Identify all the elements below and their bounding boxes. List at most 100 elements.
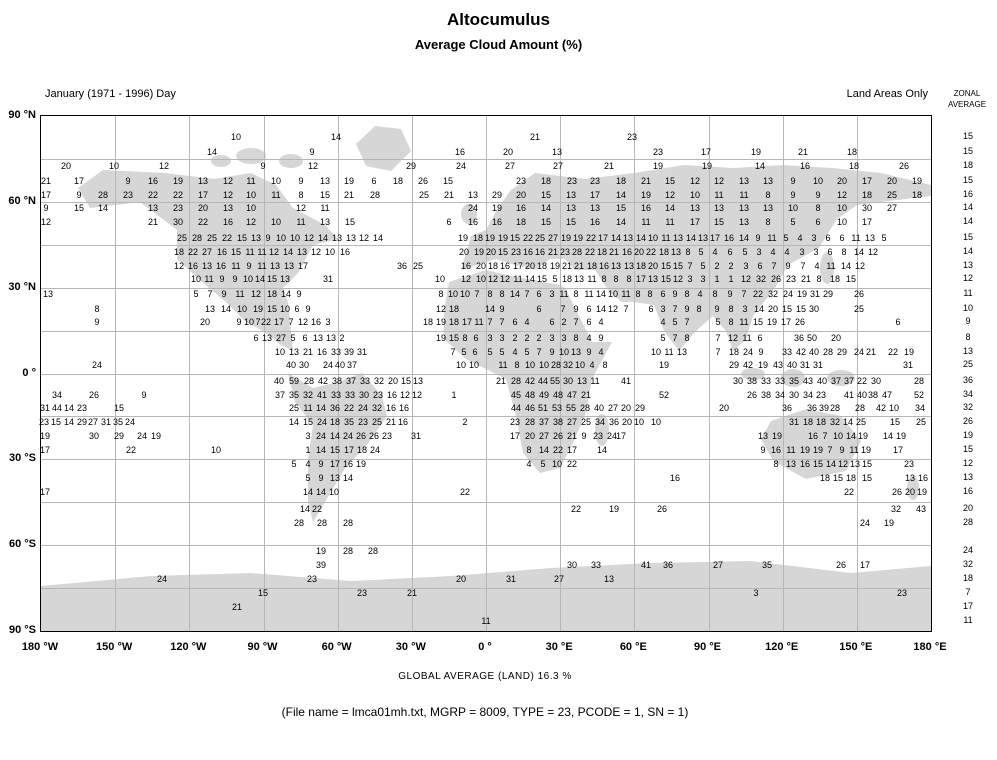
map-value: 15 bbox=[845, 274, 857, 284]
map-value: 33 bbox=[344, 390, 356, 400]
map-value: 13 bbox=[412, 376, 424, 386]
map-value: 15 bbox=[795, 304, 807, 314]
map-value: 24 bbox=[782, 289, 794, 299]
map-value: 24 bbox=[156, 574, 168, 584]
map-value: 12 bbox=[487, 274, 499, 284]
map-value: 11 bbox=[559, 289, 569, 299]
map-value: 13 bbox=[288, 347, 300, 357]
map-value: 39 bbox=[818, 403, 830, 413]
map-value: 7 bbox=[623, 304, 629, 314]
map-value: 17 bbox=[73, 176, 85, 186]
map-value: 19 bbox=[572, 233, 584, 243]
map-value: 13 bbox=[576, 376, 588, 386]
map-value: 59 bbox=[288, 376, 300, 386]
map-value: 18 bbox=[819, 473, 831, 483]
map-value: 12 bbox=[173, 261, 185, 271]
map-value: 12 bbox=[245, 217, 257, 227]
map-value: 7 bbox=[800, 261, 806, 271]
map-value: 9 bbox=[265, 233, 271, 243]
map-value: 10 bbox=[647, 233, 659, 243]
map-value: 41 bbox=[316, 390, 328, 400]
map-value: 8 bbox=[499, 289, 505, 299]
map-value: 10 bbox=[270, 217, 282, 227]
map-value: 3 bbox=[561, 333, 567, 343]
lat-tick-label: 90 °N bbox=[8, 109, 36, 121]
file-info-label: (File name = lmca01mh.txt, MGRP = 8009, … bbox=[281, 705, 689, 719]
map-value: 11 bbox=[714, 190, 724, 200]
map-value: 8 bbox=[514, 360, 520, 370]
zonal-average-value: 18 bbox=[962, 160, 973, 170]
map-value: 9 bbox=[43, 203, 49, 213]
map-value: 38 bbox=[867, 390, 879, 400]
map-value: 43 bbox=[772, 360, 784, 370]
map-value: 7 bbox=[560, 304, 566, 314]
gridline-horizontal bbox=[41, 416, 931, 418]
map-value: 40 bbox=[334, 360, 346, 370]
map-value: 26 bbox=[835, 560, 847, 570]
map-value: 18 bbox=[861, 190, 873, 200]
map-value: 4 bbox=[770, 247, 776, 257]
map-value: 10 bbox=[574, 360, 586, 370]
map-value: 21 bbox=[147, 217, 159, 227]
map-value: 28 bbox=[829, 403, 841, 413]
map-value: 6 bbox=[895, 317, 901, 327]
gridline-horizontal bbox=[41, 373, 931, 375]
map-value: 23 bbox=[815, 390, 827, 400]
map-value: 27 bbox=[553, 574, 565, 584]
map-value: 35 bbox=[112, 417, 124, 427]
map-value: 23 bbox=[785, 274, 797, 284]
map-value: 28 bbox=[913, 376, 925, 386]
map-value: 31 bbox=[902, 360, 914, 370]
map-value: 12 bbox=[867, 247, 879, 257]
map-value: 27 bbox=[547, 233, 559, 243]
global-average-label: GLOBAL AVERAGE (LAND) 16.3 % bbox=[398, 671, 572, 682]
map-value: 19 bbox=[799, 445, 811, 455]
map-value: 11 bbox=[767, 233, 777, 243]
map-value: 17 bbox=[297, 261, 309, 271]
map-value: 20 bbox=[455, 574, 467, 584]
map-value: 4 bbox=[797, 233, 803, 243]
map-value: 33 bbox=[774, 376, 786, 386]
map-value: 9 bbox=[236, 317, 242, 327]
map-value: 36 bbox=[781, 403, 793, 413]
map-value: 6 bbox=[512, 317, 518, 327]
map-value: 19 bbox=[757, 360, 769, 370]
map-value: 41 bbox=[843, 390, 855, 400]
map-value: 13 bbox=[697, 233, 709, 243]
map-value: 42 bbox=[317, 376, 329, 386]
map-value: 26 bbox=[368, 431, 380, 441]
map-value: 13 bbox=[201, 261, 213, 271]
map-value: 10 bbox=[243, 317, 255, 327]
map-value: 29 bbox=[634, 403, 646, 413]
map-value: 28 bbox=[579, 403, 591, 413]
map-value: 16 bbox=[799, 459, 811, 469]
land-shape-north-america bbox=[78, 170, 338, 351]
map-value: 14 bbox=[595, 304, 607, 314]
map-value: 28 bbox=[342, 518, 354, 528]
map-value: 17 bbox=[197, 190, 209, 200]
map-value: 25 bbox=[371, 417, 383, 427]
map-value: 6 bbox=[660, 289, 666, 299]
map-value: 12 bbox=[689, 176, 701, 186]
zonal-average-value: 14 bbox=[962, 216, 973, 226]
map-value: 11 bbox=[621, 289, 631, 299]
map-value: 19 bbox=[911, 176, 923, 186]
map-value: 19 bbox=[497, 233, 509, 243]
map-value: 4 bbox=[586, 333, 592, 343]
map-value: 18 bbox=[561, 274, 573, 284]
map-value: 13 bbox=[589, 203, 601, 213]
map-value: 17 bbox=[40, 190, 52, 200]
zonal-average-value: 11 bbox=[963, 288, 973, 298]
map-value: 9 bbox=[318, 459, 324, 469]
map-value: 10 bbox=[447, 289, 459, 299]
map-value: 24 bbox=[315, 431, 327, 441]
map-value: 20 bbox=[620, 403, 632, 413]
map-value: 15 bbox=[319, 190, 331, 200]
map-value: 17 bbox=[509, 431, 521, 441]
map-value: 11 bbox=[661, 233, 671, 243]
map-value: 7 bbox=[288, 317, 294, 327]
map-value: 9 bbox=[727, 289, 733, 299]
map-value: 13 bbox=[279, 274, 291, 284]
map-value: 19 bbox=[658, 360, 670, 370]
map-value: 4 bbox=[697, 289, 703, 299]
